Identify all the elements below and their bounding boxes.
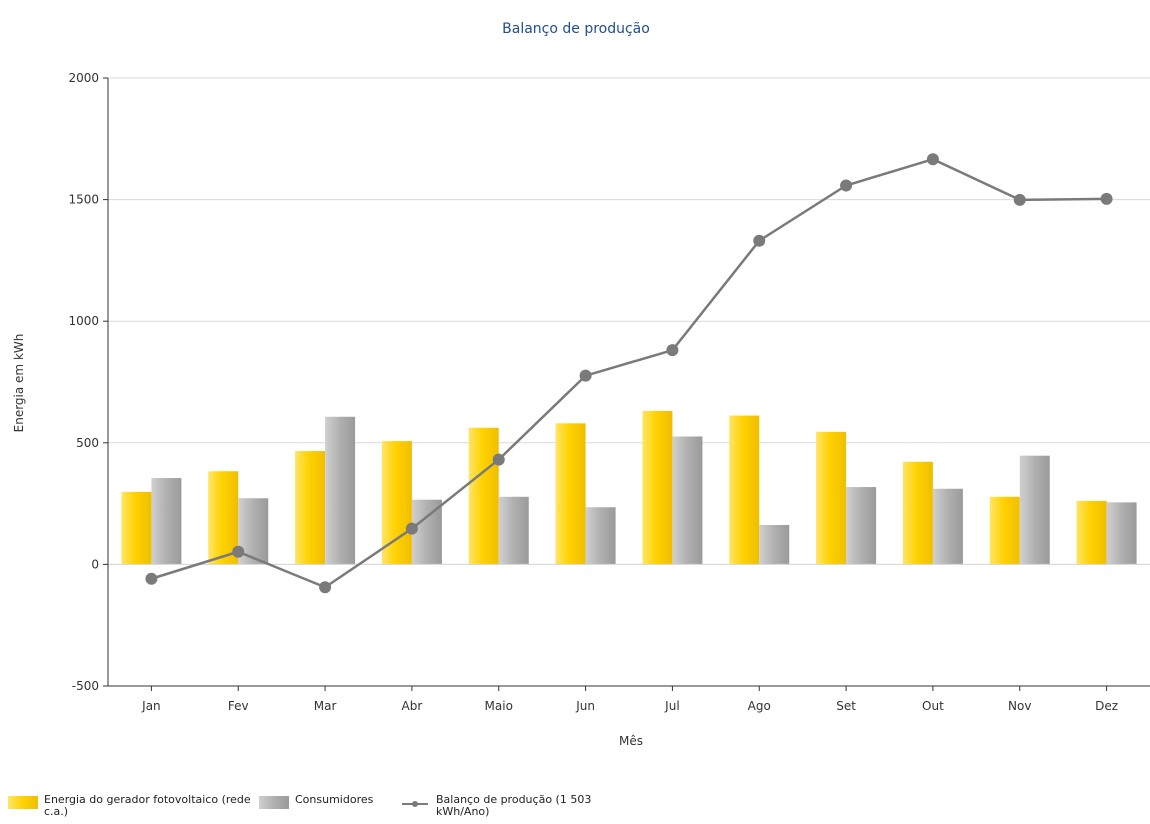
chart-title: Balanço de produção — [502, 21, 650, 37]
axes — [103, 77, 1150, 691]
balance-point — [840, 179, 853, 192]
bar-consumers — [672, 436, 703, 565]
legend-label-pv: Energia do gerador fotovoltaico (rede c.… — [44, 793, 251, 818]
bar-pv — [816, 431, 847, 565]
balance-point — [1013, 193, 1026, 206]
balance-point — [666, 344, 679, 357]
x-tick-label: Jul — [664, 699, 679, 713]
balance-point — [753, 234, 766, 247]
bar-pv — [902, 461, 933, 565]
balance-line-path — [151, 157, 1107, 589]
tick-labels: -500 0 500 1000 1500 2000 Jan Fev Mar Abr Maio Jun J… — [68, 71, 1118, 713]
bar-pv — [295, 451, 326, 565]
legend-label-balance: Balanço de produção (1 503 kWh/Ano) — [436, 793, 592, 818]
y-tick-label: 1000 — [68, 314, 99, 328]
bar-consumers — [411, 499, 442, 565]
x-tick-label: Jan — [141, 699, 161, 713]
bar-consumers — [585, 507, 616, 565]
bar-pv — [729, 415, 760, 565]
balance-point — [926, 153, 939, 166]
y-tick-label: 0 — [91, 557, 99, 571]
balance-point — [579, 369, 592, 382]
y-tick-label: 500 — [76, 436, 99, 450]
y-tick-label: -500 — [72, 679, 99, 693]
chart-svg: Balanço de produção Energia em kWh Mês -… — [12, 21, 1150, 748]
balance-point — [492, 453, 505, 466]
x-tick-label: Maio — [485, 699, 513, 713]
bars — [121, 410, 1137, 565]
x-tick-label: Out — [922, 699, 944, 713]
x-axis-label: Mês — [619, 734, 643, 748]
legend-label-consumers: Consumidores — [295, 793, 374, 806]
x-tick-label: Fev — [228, 699, 249, 713]
x-tick-label: Jun — [575, 699, 595, 713]
y-axis-label: Energia em kWh — [12, 334, 26, 433]
x-tick-label: Ago — [748, 699, 771, 713]
y-tick-label: 2000 — [68, 71, 99, 85]
x-tick-label: Dez — [1095, 699, 1118, 713]
bar-pv — [468, 427, 499, 565]
bar-consumers — [151, 478, 182, 565]
legend: Energia do gerador fotovoltaico (rede c.… — [8, 792, 1148, 824]
x-tick-label: Nov — [1008, 699, 1031, 713]
balance-point — [319, 581, 332, 594]
bar-consumers — [1019, 455, 1050, 565]
balance-point — [1100, 192, 1113, 205]
x-tick-label: Set — [836, 699, 856, 713]
bar-consumers — [759, 525, 790, 565]
legend-swatch-pv — [8, 796, 38, 809]
legend-swatch-consumers — [259, 796, 289, 809]
bar-consumers — [846, 487, 877, 565]
legend-line-icon — [402, 801, 428, 807]
y-tick-label: 1500 — [68, 193, 99, 207]
balance-point — [232, 545, 245, 558]
balance-line — [145, 153, 1113, 594]
bar-pv — [121, 491, 152, 565]
bar-pv — [1076, 500, 1107, 565]
x-tick-label: Abr — [402, 699, 423, 713]
bar-pv — [642, 410, 673, 565]
bar-consumers — [325, 416, 356, 565]
bar-consumers — [932, 488, 963, 565]
balance-point — [405, 522, 418, 535]
grid-lines — [108, 77, 1150, 565]
bar-pv — [381, 441, 412, 565]
x-tick-label: Mar — [314, 699, 337, 713]
bar-pv — [989, 496, 1020, 565]
bar-pv — [555, 423, 586, 565]
bar-consumers — [1106, 502, 1137, 565]
bar-consumers — [498, 496, 529, 565]
balance-point — [145, 572, 158, 585]
